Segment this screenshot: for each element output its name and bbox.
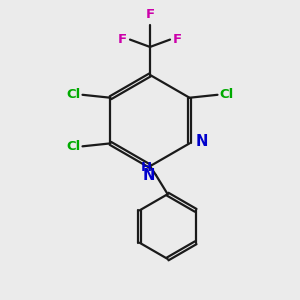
Text: Cl: Cl: [219, 88, 233, 101]
Text: N: N: [142, 167, 155, 182]
Text: Cl: Cl: [67, 88, 81, 101]
Text: Cl: Cl: [67, 140, 81, 153]
Text: F: F: [173, 33, 182, 46]
Text: F: F: [118, 33, 127, 46]
Text: H: H: [141, 161, 152, 174]
Text: F: F: [146, 8, 154, 21]
Text: N: N: [196, 134, 208, 149]
